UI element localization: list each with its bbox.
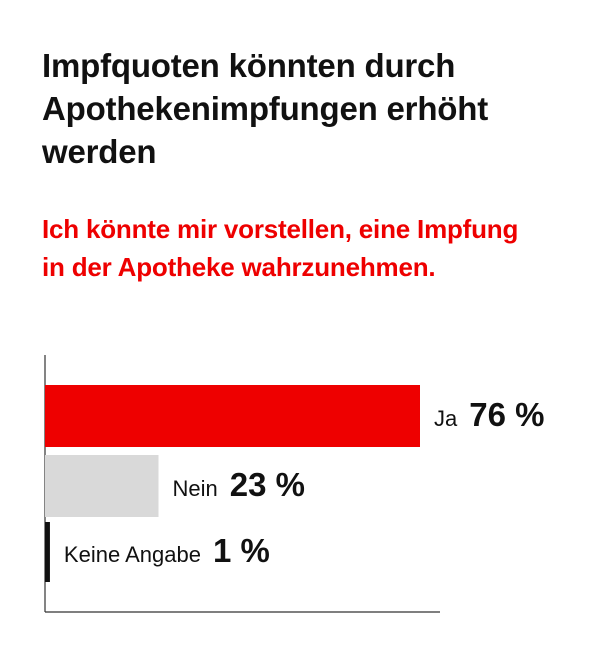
category-label: Nein (172, 476, 217, 501)
value-label: 1 % (213, 532, 270, 569)
bar-group: Ja 76 % Nein 23 % Keine Angabe 1 % (45, 385, 544, 582)
bar-label-keine-angabe: Keine Angabe 1 % (64, 532, 270, 569)
bar-nein (45, 455, 159, 517)
bar-ja (45, 385, 420, 447)
chart-title: Impfquoten könnten durch Apothekenimpfun… (42, 47, 488, 170)
bar-label-nein: Nein 23 % (172, 466, 304, 503)
value-label: 23 % (230, 466, 305, 503)
chart-subtitle: Ich könnte mir vorstellen, eine Impfung … (42, 214, 519, 282)
bar-keine-angabe (45, 522, 50, 582)
value-label: 76 % (469, 396, 544, 433)
bar-label-ja: Ja 76 % (434, 396, 544, 433)
category-label: Ja (434, 406, 458, 431)
category-label: Keine Angabe (64, 542, 201, 567)
